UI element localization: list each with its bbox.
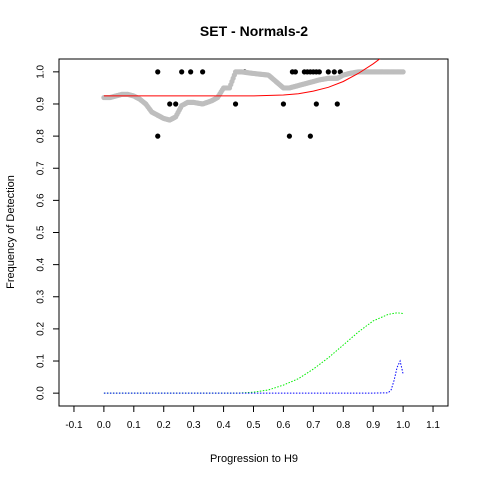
plot-frame	[58, 58, 449, 407]
data-point	[334, 101, 340, 107]
x-tick-label: 0.0	[97, 420, 111, 431]
density-line	[103, 312, 404, 394]
y-tick-label: 1.0	[36, 64, 47, 78]
x-tick-label: 0.2	[157, 420, 171, 431]
data-point	[280, 101, 287, 107]
series-1	[101, 69, 406, 123]
y-tick-label: 0.8	[36, 129, 47, 143]
data-point	[331, 69, 337, 75]
x-tick-label: 0.1	[127, 420, 141, 431]
chart-title: SET - Normals-2	[200, 23, 308, 39]
y-tick-label: 0.6	[36, 193, 47, 207]
x-tick-label: 0.3	[187, 420, 201, 431]
data-point	[292, 69, 298, 75]
y-tick-label: 0.3	[36, 289, 47, 303]
data-point	[167, 101, 173, 107]
y-tick-label: 0.4	[36, 257, 47, 271]
data-point	[316, 69, 322, 75]
y-tick-label: 0.2	[36, 322, 47, 336]
density-line	[103, 359, 404, 394]
x-tick-label: 0.8	[336, 420, 350, 431]
data-point	[286, 133, 293, 139]
x-axis: -0.1 0.0 0.1 0.2 0.3 0.4 0.5 0.6 0.7 0.8 0.9 1.0 1.1	[65, 406, 440, 431]
data-point	[313, 101, 319, 107]
plot-clip-group	[101, 59, 406, 394]
y-tick-label: 0.1	[36, 354, 47, 368]
smoothed-point	[400, 69, 406, 75]
series-2	[103, 59, 381, 97]
y-tick-label: 0.5	[36, 225, 47, 239]
data-point	[155, 69, 161, 75]
data-point	[179, 69, 185, 75]
data-point	[232, 101, 239, 107]
y-tick-label: 0.9	[36, 97, 47, 111]
data-point	[155, 133, 161, 139]
y-axis-label: Frequency of Detection	[5, 175, 17, 289]
x-tick-label: 1.1	[426, 420, 440, 431]
series-3	[103, 312, 404, 394]
data-point	[173, 101, 179, 107]
x-axis-label: Progression to H9	[210, 453, 298, 465]
x-tick-label: 0.7	[306, 420, 320, 431]
y-tick-label: 0.0	[36, 386, 47, 400]
x-tick-label: 0.5	[247, 420, 261, 431]
x-tick-label: 0.4	[217, 420, 231, 431]
y-axis: 0.0 0.1 0.2 0.3 0.4 0.5 0.6 0.7 0.8 0.9 1.0	[36, 64, 59, 400]
x-tick-label: 0.6	[276, 420, 290, 431]
data-point	[307, 133, 313, 139]
x-tick-label: 0.9	[366, 420, 380, 431]
data-point	[188, 69, 194, 75]
y-tick-label: 0.7	[36, 161, 47, 175]
x-tick-label: 1.0	[396, 420, 410, 431]
data-point	[200, 69, 206, 75]
series-4	[103, 359, 404, 394]
fit-line	[103, 59, 381, 97]
x-tick-label: -0.1	[65, 420, 83, 431]
plot-area	[101, 59, 406, 394]
data-point	[325, 69, 331, 75]
